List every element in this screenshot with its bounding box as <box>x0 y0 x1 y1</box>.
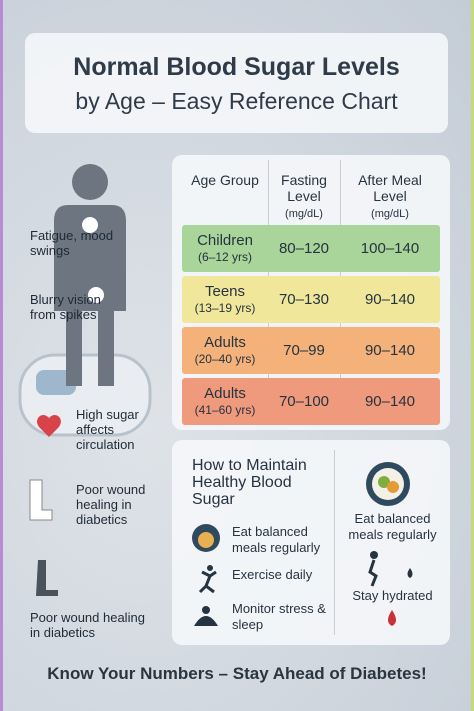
group-name: Teens <box>204 282 246 300</box>
subtitle: by Age – Easy Reference Chart <box>75 88 398 114</box>
header-cell: Age Group <box>182 172 268 188</box>
group-ages: (20–40 yrs) <box>194 351 256 366</box>
header-cell: After Meal Level (mg/dL) <box>340 172 440 222</box>
header-unit: (mg/dL) <box>371 208 409 220</box>
group-ages: (6–12 yrs) <box>197 249 253 264</box>
plate-icon <box>366 462 410 506</box>
symptom: Blurry vision from spikes <box>30 292 101 322</box>
tip: Exercise daily <box>232 567 313 582</box>
symptom: Fatigue, mood swings <box>30 228 114 258</box>
after-meal-value: 90–140 <box>364 291 416 308</box>
fasting-value: 70–130 <box>278 291 330 308</box>
age-group: Adults (41–60 yrs) <box>182 385 268 419</box>
group-ages: (41–60 yrs) <box>194 402 256 417</box>
table-row: Adults (20–40 yrs) 70–99 90–140 <box>182 327 440 374</box>
table-row: Children (6–12 yrs) 80–120 100–140 <box>182 225 440 272</box>
fasting-value: 80–120 <box>278 240 330 257</box>
symptom: High sugar affects circulation <box>76 407 139 452</box>
tip: Eat balanced meals regularly <box>232 524 321 555</box>
tip: Monitor stress & sleep <box>232 601 326 632</box>
table-row: Teens (13–19 yrs) 70–130 90–140 <box>182 276 440 323</box>
after-meal-value: 100–140 <box>360 240 420 257</box>
header-text: After Meal Level <box>358 172 422 204</box>
side-tip: Eat balanced meals regularly <box>348 511 437 542</box>
after-meal-value: 90–140 <box>364 393 416 410</box>
symptom: Poor wound healing in diabetics <box>30 610 145 640</box>
header-unit: (mg/dL) <box>285 208 323 220</box>
group-name: Adults <box>204 333 246 351</box>
header-cell: Fasting Level (mg/dL) <box>268 172 340 222</box>
group-name: Adults <box>204 384 246 402</box>
header-text: Fasting Level <box>281 172 327 204</box>
header-text: Age Group <box>191 172 259 188</box>
group-ages: (13–19 yrs) <box>194 300 256 315</box>
age-group: Teens (13–19 yrs) <box>182 283 268 317</box>
side-tip: Stay hydrated <box>352 588 433 603</box>
title: Normal Blood Sugar Levels <box>73 53 400 81</box>
tips-title: How to Maintain Healthy Blood Sugar <box>192 457 307 508</box>
footer: Know Your Numbers – Stay Ahead of Diabet… <box>47 664 427 683</box>
table: Age Group Fasting Level (mg/dL) After Mea… <box>172 155 450 430</box>
title-box: Normal Blood Sugar Levels by Age – Easy … <box>25 33 448 133</box>
table-row: Adults (41–60 yrs) 70–100 90–140 <box>182 378 440 425</box>
age-group: Children (6–12 yrs) <box>182 232 268 266</box>
tip-icons <box>192 524 220 626</box>
after-meal-value: 90–140 <box>364 342 416 359</box>
tips-box: How to Maintain Healthy Blood Sugar Eat … <box>172 440 450 645</box>
fasting-value: 70–99 <box>283 342 325 359</box>
symptom: Poor wound healing in diabetics <box>76 482 146 527</box>
age-group: Adults (20–40 yrs) <box>182 334 268 368</box>
group-name: Children <box>197 231 253 249</box>
fasting-value: 70–100 <box>278 393 330 410</box>
hydration-icons <box>368 551 413 626</box>
